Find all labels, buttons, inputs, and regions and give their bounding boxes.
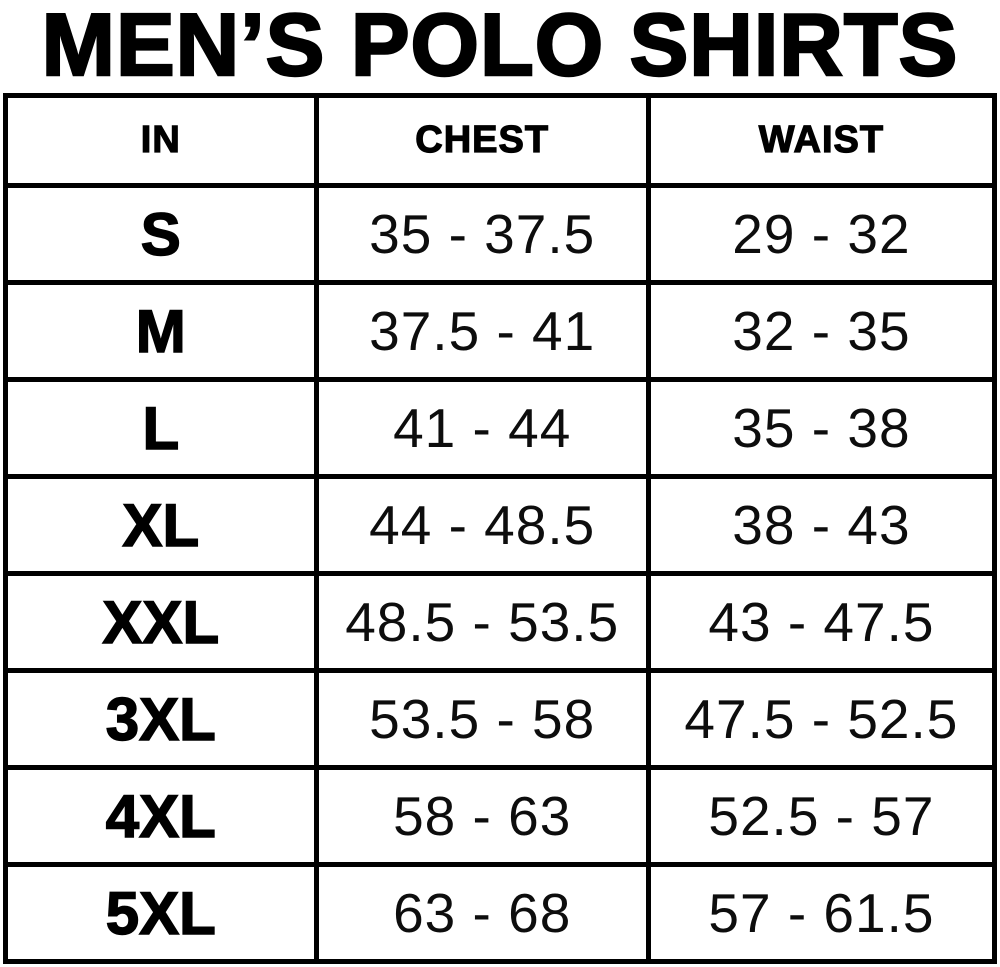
chest-range: 44 - 48.5 bbox=[313, 474, 651, 576]
column-header-waist: WAIST bbox=[645, 93, 998, 188]
waist-range: 47.5 - 52.5 bbox=[645, 668, 998, 770]
table-row-3xl: 3XL 53.5 - 58 47.5 - 52.5 bbox=[3, 668, 998, 770]
waist-range: 52.5 - 57 bbox=[645, 765, 998, 867]
chest-range: 35 - 37.5 bbox=[313, 183, 651, 285]
column-header-in: IN bbox=[3, 93, 319, 188]
size-label: 4XL bbox=[3, 765, 319, 867]
chest-range: 41 - 44 bbox=[313, 377, 651, 479]
table-row-m: M 37.5 - 41 32 - 35 bbox=[3, 280, 998, 382]
table-row-l: L 41 - 44 35 - 38 bbox=[3, 377, 998, 479]
size-label: 5XL bbox=[3, 862, 319, 964]
chest-range: 58 - 63 bbox=[313, 765, 651, 867]
size-label: L bbox=[3, 377, 319, 479]
table-row-4xl: 4XL 58 - 63 52.5 - 57 bbox=[3, 765, 998, 867]
size-chart-page: MEN’S POLO SHIRTS IN CHEST WAIST S 35 - … bbox=[3, 0, 998, 964]
column-header-chest: CHEST bbox=[313, 93, 651, 188]
waist-range: 38 - 43 bbox=[645, 474, 998, 576]
waist-range: 35 - 38 bbox=[645, 377, 998, 479]
chest-range: 63 - 68 bbox=[313, 862, 651, 964]
size-label: 3XL bbox=[3, 668, 319, 770]
page-title: MEN’S POLO SHIRTS bbox=[40, 0, 959, 94]
waist-range: 57 - 61.5 bbox=[645, 862, 998, 964]
waist-range: 43 - 47.5 bbox=[645, 571, 998, 673]
size-label: S bbox=[3, 183, 319, 285]
chest-range: 48.5 - 53.5 bbox=[313, 571, 651, 673]
table-row-xxl: XXL 48.5 - 53.5 43 - 47.5 bbox=[3, 571, 998, 673]
table-header-row: IN CHEST WAIST bbox=[3, 93, 998, 188]
size-label: M bbox=[3, 280, 319, 382]
size-label: XL bbox=[3, 474, 319, 576]
waist-range: 29 - 32 bbox=[645, 183, 998, 285]
size-chart-table: IN CHEST WAIST S 35 - 37.5 29 - 32 M 37.… bbox=[3, 93, 998, 964]
chest-range: 53.5 - 58 bbox=[313, 668, 651, 770]
table-row-xl: XL 44 - 48.5 38 - 43 bbox=[3, 474, 998, 576]
chest-range: 37.5 - 41 bbox=[313, 280, 651, 382]
table-row-s: S 35 - 37.5 29 - 32 bbox=[3, 183, 998, 285]
size-label: XXL bbox=[3, 571, 319, 673]
waist-range: 32 - 35 bbox=[645, 280, 998, 382]
table-row-5xl: 5XL 63 - 68 57 - 61.5 bbox=[3, 862, 998, 964]
